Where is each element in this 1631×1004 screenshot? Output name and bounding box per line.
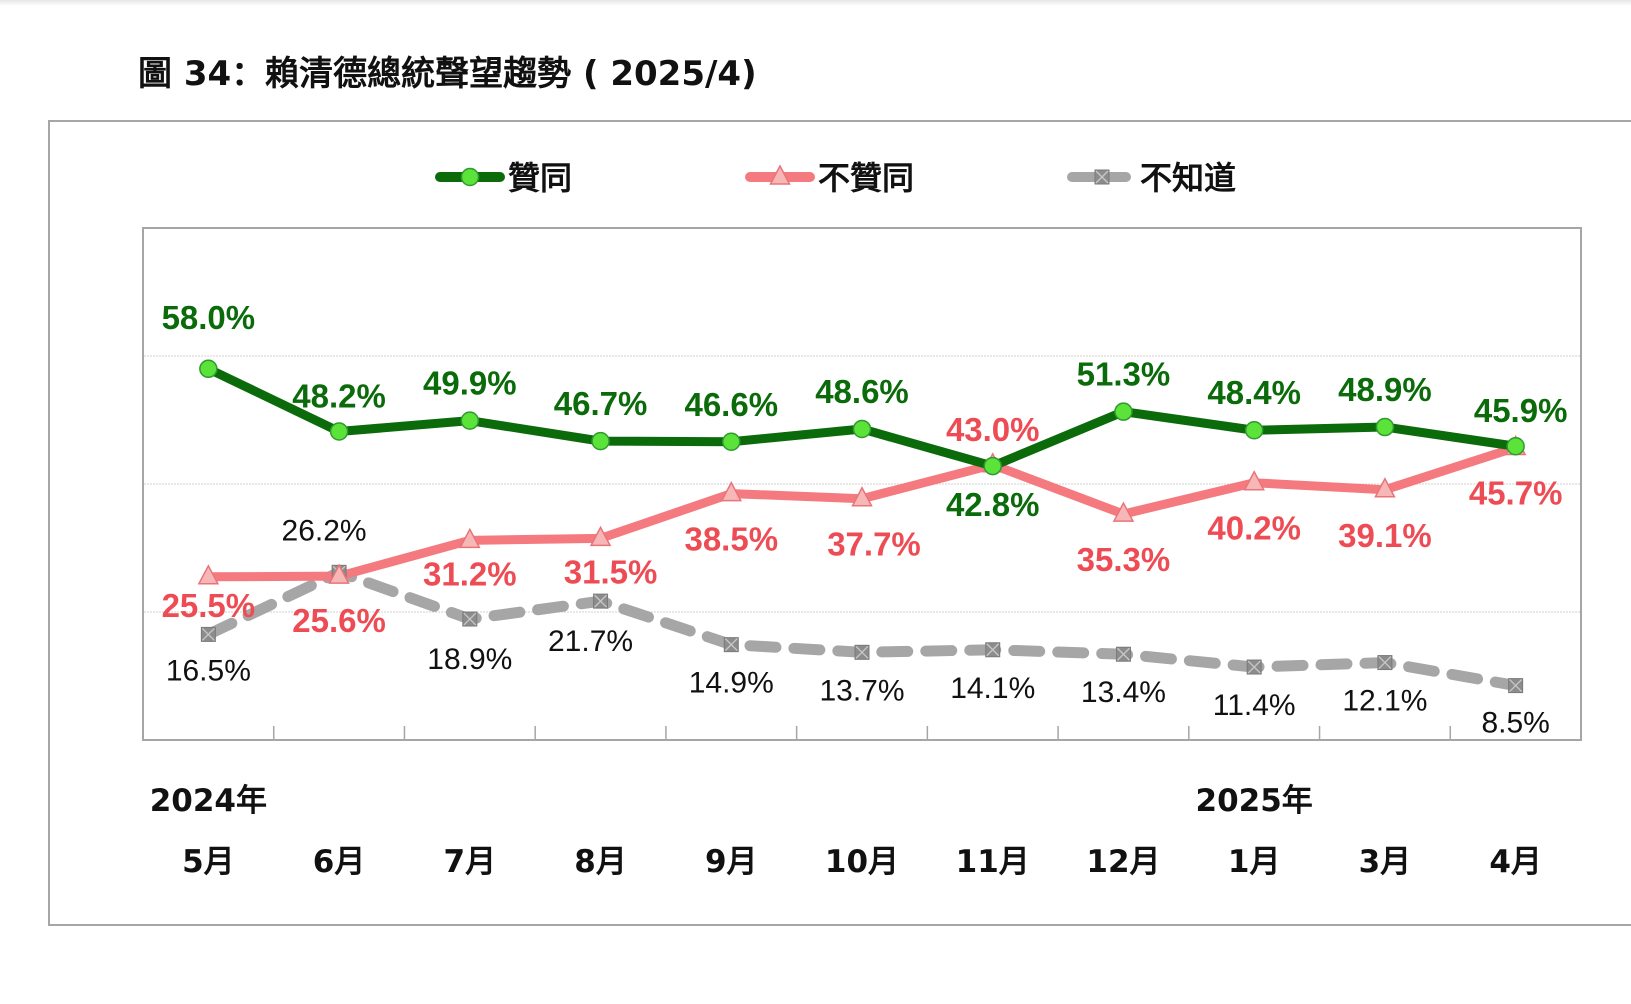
marker-unknown [200,626,216,642]
gridlines [144,355,1580,613]
data-label-approve: 48.4% [1207,374,1301,411]
x-tick-label: 9月 [705,844,758,880]
data-label-approve: 51.3% [1077,356,1171,393]
marker-unknown [593,593,609,609]
marker-approve [1506,436,1525,456]
data-label-approve: 46.7% [554,385,648,422]
data-label-unknown: 26.2% [282,514,367,547]
data-label-disapprove: 40.2% [1207,510,1301,547]
data-label-approve: 48.9% [1338,371,1432,408]
data-label-unknown: 21.7% [548,625,633,658]
data-label-unknown: 13.7% [819,674,904,707]
marker-approve [983,456,1002,476]
marker-disapprove [1374,477,1396,498]
data-label-disapprove: 43.0% [946,411,1040,448]
marker-approve [591,431,610,451]
x-tick-label: 3月 [1359,844,1412,880]
marker-approve [329,422,349,441]
legend-marker-icon [1094,169,1110,185]
legend-marker-icon [460,167,480,187]
data-label-unknown: 12.1% [1342,685,1427,718]
data-label-approve: 48.2% [292,378,386,415]
data-label-unknown: 16.5% [166,654,251,687]
marker-unknown [985,642,1001,658]
marker-unknown [1246,659,1262,675]
x-tick-label: 1月 [1228,844,1281,880]
marker-unknown [723,637,739,653]
data-labels: 58.0% 48.2% 49.9% 46.7% 46.6% 48.6% 42.8% 51.3%… [162,299,1568,740]
marker-unknown [462,611,478,627]
top-edge-shadow [0,0,1631,6]
data-label-approve: 49.9% [423,365,517,402]
x-tick-label: 8月 [574,844,627,880]
data-label-unknown: 8.5% [1481,707,1549,740]
year-label: 2024年 [150,783,267,819]
marker-disapprove [459,527,481,549]
marker-approve [722,432,741,452]
x-tick-label: 5月 [182,844,235,880]
marker-unknown [854,644,870,660]
x-tick-label: 7月 [444,844,497,880]
data-label-approve: 42.8% [946,486,1040,523]
x-tick-label: 10月 [825,844,899,880]
marker-disapprove [589,525,612,547]
data-label-disapprove: 37.7% [827,526,921,563]
data-label-disapprove: 31.2% [423,555,517,592]
data-label-unknown: 14.1% [950,672,1035,705]
chart-frame [48,120,1631,926]
figure-title: 圖 34：賴清德總統聲望趨勢 ( 2025/4) [138,54,757,94]
legend-item-approve: 贊同 [435,159,572,197]
marker-unknown [1508,678,1524,694]
legend-label: 不知道 [1140,159,1236,197]
marker-disapprove [851,486,873,507]
data-label-unknown: 18.9% [427,643,512,676]
x-tick-label: 6月 [313,844,366,880]
x-tick-label: 12月 [1086,844,1160,880]
series-markers [197,359,1527,694]
data-label-unknown: 11.4% [1213,689,1296,722]
x-axis-ticks [272,726,1452,740]
marker-disapprove [720,480,743,502]
marker-approve [1114,402,1133,421]
data-label-disapprove: 25.6% [292,602,386,639]
legend-item-disapprove: 不贊同 [745,159,914,197]
data-label-disapprove: 38.5% [684,521,778,558]
data-label-disapprove: 35.3% [1077,541,1171,578]
marker-approve [460,411,480,430]
legend-item-unknown: 不知道 [1067,159,1236,197]
marker-disapprove [1243,470,1265,491]
legend-marker-icon [769,164,791,185]
year-label: 2025年 [1196,783,1313,819]
marker-unknown [1377,655,1393,671]
data-label-approve: 48.6% [815,373,909,410]
data-label-disapprove: 39.1% [1338,517,1432,554]
legend-label: 不贊同 [818,159,914,197]
x-tick-label: 4月 [1489,844,1542,880]
marker-approve [1375,417,1395,437]
marker-unknown [1115,646,1131,662]
data-label-approve: 46.6% [684,386,778,423]
legend: 贊同 不贊同 不知道 [435,159,1236,197]
marker-approve [852,419,872,439]
data-label-unknown: 13.4% [1081,676,1166,709]
marker-disapprove [1112,501,1135,522]
data-label-unknown: 14.9% [689,667,774,700]
x-axis-labels: 5月 6月 7月 8月 9月 10月 11月 12月 1月 3月 4月 2024年 2025年 [150,783,1542,880]
data-label-approve: 45.9% [1474,392,1568,429]
data-label-approve: 58.0% [162,299,256,336]
data-label-disapprove: 45.7% [1469,475,1563,512]
marker-approve [1244,420,1264,440]
data-label-disapprove: 25.5% [162,587,256,624]
marker-disapprove [197,564,220,585]
data-label-disapprove: 31.5% [564,553,658,590]
x-tick-label: 11月 [956,844,1030,880]
marker-approve [199,359,218,379]
marker-disapprove [328,563,350,584]
legend-label: 贊同 [508,159,572,197]
